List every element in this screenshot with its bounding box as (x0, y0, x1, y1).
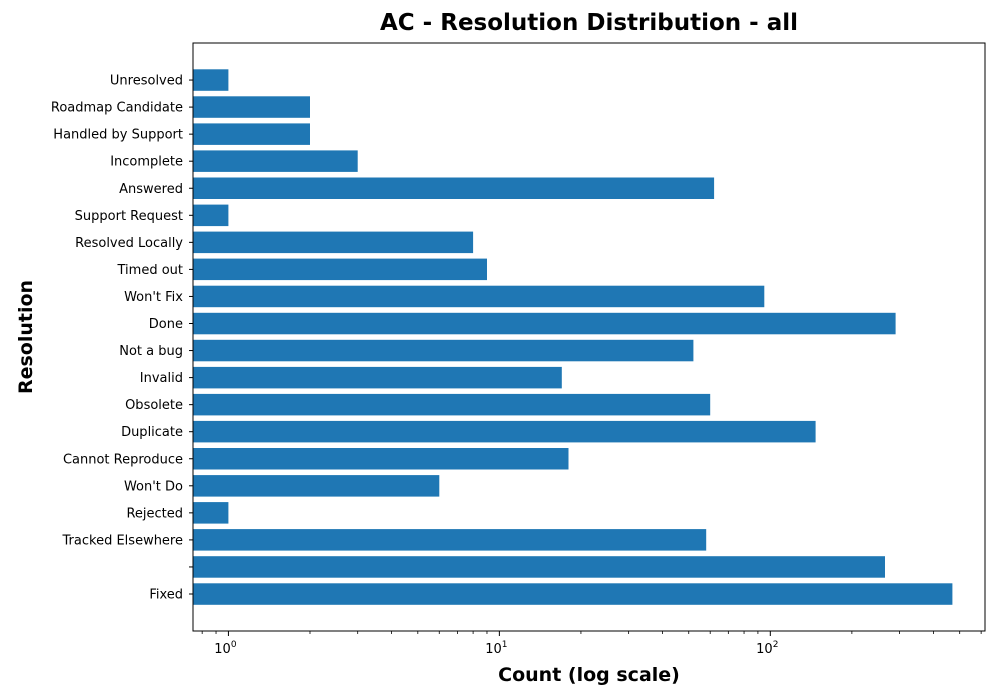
x-axis-title: Count (log scale) (498, 664, 680, 686)
x-axis-ticks: 100 101 102 (201, 631, 982, 657)
y-tick-label: Rejected (126, 506, 183, 521)
bar (193, 529, 707, 551)
bar (193, 475, 440, 497)
y-tick-label: Timed out (117, 263, 184, 278)
bar (193, 96, 310, 118)
y-tick-label: Duplicate (121, 425, 183, 440)
bar (193, 258, 487, 281)
bar (193, 231, 474, 254)
y-tick-label: Fixed (149, 588, 183, 603)
plot-frame (192, 42, 986, 632)
bar (193, 393, 711, 416)
y-tick-label: Unresolved (110, 74, 183, 89)
x-tick-label: 102 (756, 640, 778, 657)
y-tick-label: Won't Fix (124, 290, 183, 305)
bar (193, 285, 765, 308)
y-tick-label: Roadmap Candidate (51, 101, 183, 116)
bar (193, 150, 358, 172)
bar (193, 204, 229, 227)
bar (193, 339, 694, 362)
y-tick-label: Tracked Elsewhere (62, 533, 183, 548)
y-tick-label: Cannot Reproduce (63, 452, 183, 467)
y-tick-label: Not a bug (119, 344, 183, 359)
chart-title: AC - Resolution Distribution - all (380, 10, 798, 36)
bar (193, 556, 885, 578)
y-axis-ticks: Fixed Tracked Elsewhere Rejected Won't Do Ca… (51, 74, 193, 603)
bars-group (193, 69, 953, 605)
y-tick-label: Resolved Locally (75, 236, 183, 251)
bar (193, 177, 715, 199)
y-tick-label: Obsolete (125, 398, 183, 413)
bar (193, 69, 229, 91)
y-tick-label: Done (149, 317, 183, 332)
bar (193, 420, 816, 443)
y-tick-label: Handled by Support (53, 128, 183, 143)
x-tick-label: 101 (485, 640, 507, 657)
bar (193, 312, 896, 335)
y-tick-label: Incomplete (110, 155, 183, 170)
y-axis-title: Resolution (15, 280, 37, 394)
bar (193, 366, 562, 389)
x-tick-label: 100 (214, 640, 237, 657)
bar (193, 583, 953, 605)
y-tick-label: Support Request (75, 209, 183, 224)
y-tick-label: Won't Do (124, 479, 183, 494)
y-tick-label: Invalid (140, 371, 183, 386)
bar (193, 502, 229, 524)
bar (193, 123, 310, 145)
y-tick-label: Answered (119, 182, 183, 197)
bar (193, 448, 569, 470)
